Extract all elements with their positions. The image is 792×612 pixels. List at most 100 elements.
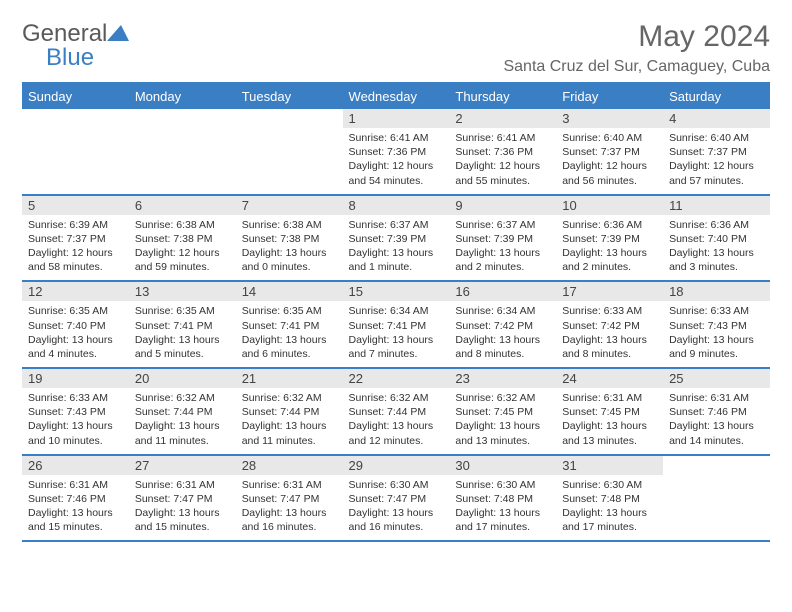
day-info-cell: Sunrise: 6:35 AMSunset: 7:41 PMDaylight:…	[129, 301, 236, 368]
sunset-line: Sunset: 7:47 PM	[349, 492, 444, 506]
day-info-cell: Sunrise: 6:30 AMSunset: 7:48 PMDaylight:…	[556, 475, 663, 542]
daylight-line: Daylight: 13 hours and 17 minutes.	[455, 506, 550, 534]
day-number-cell: 22	[343, 368, 450, 388]
sunrise-line: Sunrise: 6:41 AM	[349, 131, 444, 145]
weekday-header: Tuesday	[236, 84, 343, 109]
sunset-line: Sunset: 7:48 PM	[455, 492, 550, 506]
info-row: Sunrise: 6:41 AMSunset: 7:36 PMDaylight:…	[22, 128, 770, 195]
daylight-line: Daylight: 13 hours and 13 minutes.	[455, 419, 550, 447]
day-number-cell: 27	[129, 455, 236, 475]
day-number-cell: 16	[449, 281, 556, 301]
sunrise-line: Sunrise: 6:41 AM	[455, 131, 550, 145]
logo: General Blue	[22, 20, 129, 72]
day-number-cell	[22, 109, 129, 128]
sunrise-line: Sunrise: 6:31 AM	[28, 478, 123, 492]
daylight-line: Daylight: 12 hours and 58 minutes.	[28, 246, 123, 274]
title-block: May 2024 Santa Cruz del Sur, Camaguey, C…	[503, 20, 770, 76]
daynum-row: 1234	[22, 109, 770, 128]
sunset-line: Sunset: 7:41 PM	[242, 319, 337, 333]
day-number-cell: 3	[556, 109, 663, 128]
day-number-cell: 28	[236, 455, 343, 475]
day-info-cell: Sunrise: 6:31 AMSunset: 7:47 PMDaylight:…	[129, 475, 236, 542]
day-info-cell	[663, 475, 770, 542]
day-info-cell: Sunrise: 6:36 AMSunset: 7:39 PMDaylight:…	[556, 215, 663, 282]
day-number-cell: 23	[449, 368, 556, 388]
sunset-line: Sunset: 7:45 PM	[455, 405, 550, 419]
sunset-line: Sunset: 7:39 PM	[349, 232, 444, 246]
day-number-cell: 18	[663, 281, 770, 301]
sunrise-line: Sunrise: 6:39 AM	[28, 218, 123, 232]
daylight-line: Daylight: 13 hours and 2 minutes.	[455, 246, 550, 274]
daylight-line: Daylight: 13 hours and 6 minutes.	[242, 333, 337, 361]
weekday-header: Thursday	[449, 84, 556, 109]
day-number-cell	[236, 109, 343, 128]
sunrise-line: Sunrise: 6:33 AM	[562, 304, 657, 318]
sunset-line: Sunset: 7:43 PM	[669, 319, 764, 333]
day-info-cell: Sunrise: 6:34 AMSunset: 7:42 PMDaylight:…	[449, 301, 556, 368]
day-info-cell: Sunrise: 6:31 AMSunset: 7:45 PMDaylight:…	[556, 388, 663, 455]
sunset-line: Sunset: 7:38 PM	[242, 232, 337, 246]
sunset-line: Sunset: 7:44 PM	[242, 405, 337, 419]
day-info-cell: Sunrise: 6:37 AMSunset: 7:39 PMDaylight:…	[449, 215, 556, 282]
daylight-line: Daylight: 13 hours and 16 minutes.	[349, 506, 444, 534]
day-number-cell: 9	[449, 195, 556, 215]
daylight-line: Daylight: 13 hours and 2 minutes.	[562, 246, 657, 274]
daylight-line: Daylight: 13 hours and 4 minutes.	[28, 333, 123, 361]
sunset-line: Sunset: 7:38 PM	[135, 232, 230, 246]
sunrise-line: Sunrise: 6:30 AM	[455, 478, 550, 492]
daylight-line: Daylight: 13 hours and 16 minutes.	[242, 506, 337, 534]
sunrise-line: Sunrise: 6:32 AM	[455, 391, 550, 405]
day-number-cell: 12	[22, 281, 129, 301]
weekday-header: Wednesday	[343, 84, 450, 109]
day-number-cell: 21	[236, 368, 343, 388]
daylight-line: Daylight: 13 hours and 11 minutes.	[135, 419, 230, 447]
sunset-line: Sunset: 7:37 PM	[562, 145, 657, 159]
sunset-line: Sunset: 7:41 PM	[135, 319, 230, 333]
weekday-header-row: SundayMondayTuesdayWednesdayThursdayFrid…	[22, 84, 770, 109]
logo-text-blue: Blue	[22, 44, 129, 72]
day-number-cell: 4	[663, 109, 770, 128]
location: Santa Cruz del Sur, Camaguey, Cuba	[503, 58, 770, 76]
calendar-table: SundayMondayTuesdayWednesdayThursdayFrid…	[22, 84, 770, 542]
sunrise-line: Sunrise: 6:30 AM	[349, 478, 444, 492]
day-info-cell: Sunrise: 6:37 AMSunset: 7:39 PMDaylight:…	[343, 215, 450, 282]
day-info-cell: Sunrise: 6:32 AMSunset: 7:44 PMDaylight:…	[129, 388, 236, 455]
day-number-cell: 15	[343, 281, 450, 301]
day-info-cell: Sunrise: 6:33 AMSunset: 7:43 PMDaylight:…	[22, 388, 129, 455]
daylight-line: Daylight: 13 hours and 15 minutes.	[28, 506, 123, 534]
daynum-row: 12131415161718	[22, 281, 770, 301]
day-number-cell: 24	[556, 368, 663, 388]
day-info-cell: Sunrise: 6:31 AMSunset: 7:46 PMDaylight:…	[22, 475, 129, 542]
sunrise-line: Sunrise: 6:35 AM	[135, 304, 230, 318]
sunset-line: Sunset: 7:48 PM	[562, 492, 657, 506]
sunset-line: Sunset: 7:37 PM	[669, 145, 764, 159]
day-info-cell: Sunrise: 6:35 AMSunset: 7:40 PMDaylight:…	[22, 301, 129, 368]
day-info-cell: Sunrise: 6:38 AMSunset: 7:38 PMDaylight:…	[129, 215, 236, 282]
daylight-line: Daylight: 12 hours and 56 minutes.	[562, 159, 657, 187]
daylight-line: Daylight: 13 hours and 8 minutes.	[455, 333, 550, 361]
day-number-cell: 13	[129, 281, 236, 301]
sunset-line: Sunset: 7:39 PM	[562, 232, 657, 246]
daylight-line: Daylight: 12 hours and 54 minutes.	[349, 159, 444, 187]
day-info-cell: Sunrise: 6:32 AMSunset: 7:44 PMDaylight:…	[343, 388, 450, 455]
sunset-line: Sunset: 7:40 PM	[28, 319, 123, 333]
day-info-cell: Sunrise: 6:30 AMSunset: 7:47 PMDaylight:…	[343, 475, 450, 542]
info-row: Sunrise: 6:31 AMSunset: 7:46 PMDaylight:…	[22, 475, 770, 542]
day-number-cell	[129, 109, 236, 128]
day-info-cell: Sunrise: 6:40 AMSunset: 7:37 PMDaylight:…	[556, 128, 663, 195]
day-info-cell: Sunrise: 6:41 AMSunset: 7:36 PMDaylight:…	[449, 128, 556, 195]
day-number-cell: 30	[449, 455, 556, 475]
day-info-cell: Sunrise: 6:31 AMSunset: 7:47 PMDaylight:…	[236, 475, 343, 542]
sunrise-line: Sunrise: 6:31 AM	[669, 391, 764, 405]
daylight-line: Daylight: 13 hours and 17 minutes.	[562, 506, 657, 534]
sunrise-line: Sunrise: 6:34 AM	[349, 304, 444, 318]
sunset-line: Sunset: 7:45 PM	[562, 405, 657, 419]
day-info-cell: Sunrise: 6:31 AMSunset: 7:46 PMDaylight:…	[663, 388, 770, 455]
day-info-cell: Sunrise: 6:41 AMSunset: 7:36 PMDaylight:…	[343, 128, 450, 195]
sunrise-line: Sunrise: 6:32 AM	[135, 391, 230, 405]
sunset-line: Sunset: 7:36 PM	[349, 145, 444, 159]
day-number-cell: 5	[22, 195, 129, 215]
daynum-row: 262728293031	[22, 455, 770, 475]
sunrise-line: Sunrise: 6:38 AM	[135, 218, 230, 232]
daylight-line: Daylight: 13 hours and 15 minutes.	[135, 506, 230, 534]
